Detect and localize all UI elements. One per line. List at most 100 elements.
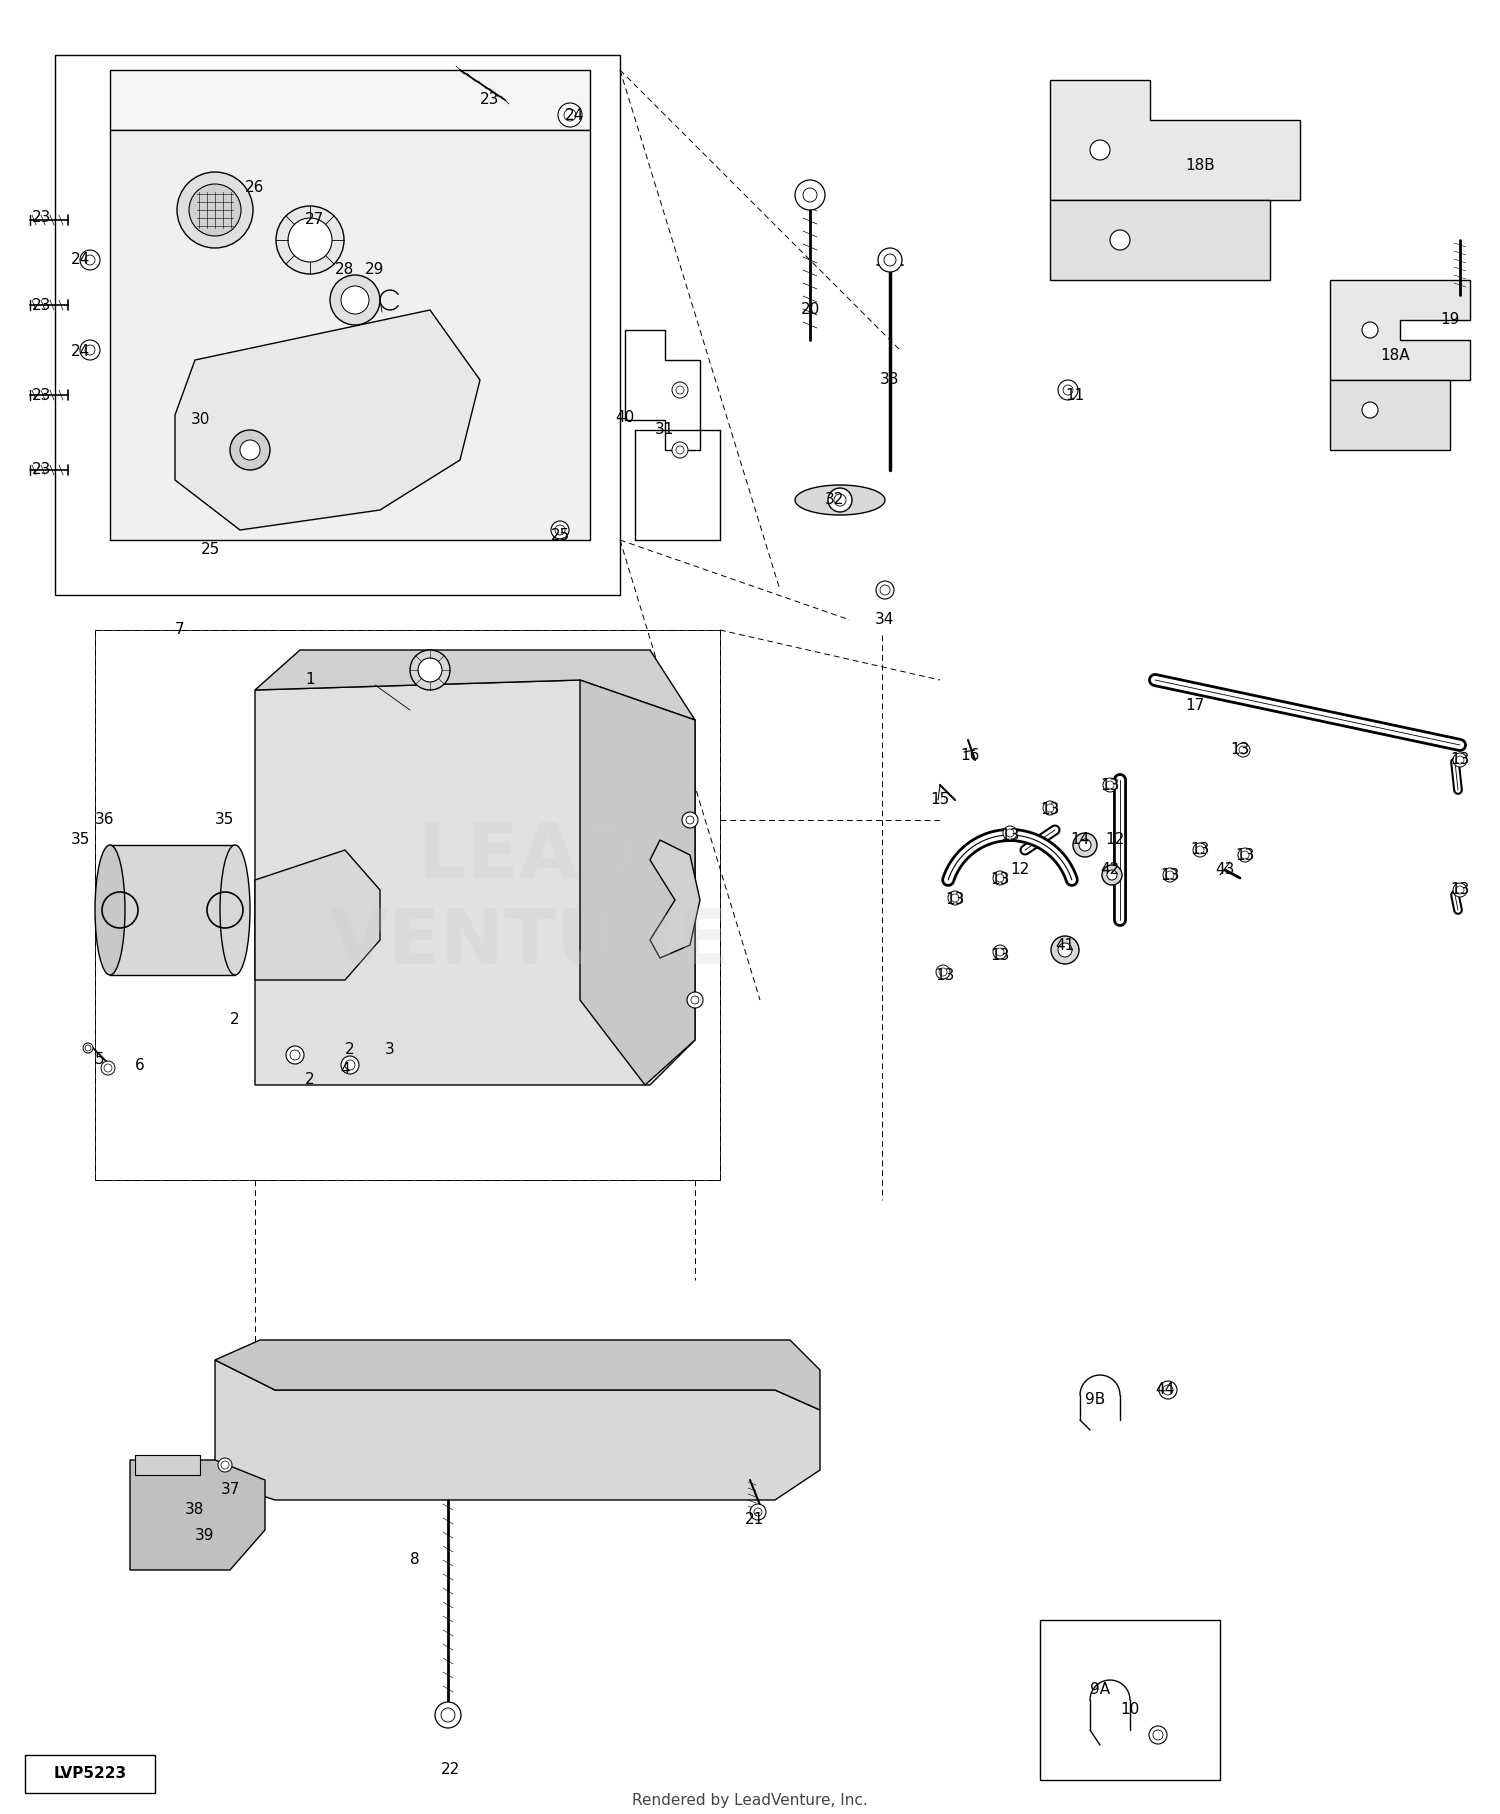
Text: 35: 35 — [216, 813, 234, 827]
Text: 24: 24 — [566, 107, 585, 123]
Text: 25: 25 — [550, 528, 570, 542]
Text: 13: 13 — [1191, 842, 1209, 858]
Circle shape — [996, 874, 1004, 882]
Circle shape — [936, 965, 950, 980]
Text: 9A: 9A — [1090, 1683, 1110, 1698]
Text: 44: 44 — [1155, 1382, 1174, 1397]
Circle shape — [1078, 840, 1090, 851]
Text: 12: 12 — [1011, 862, 1029, 878]
Text: 6: 6 — [135, 1058, 146, 1072]
Circle shape — [880, 584, 890, 595]
Circle shape — [558, 103, 582, 127]
Text: 31: 31 — [656, 423, 675, 437]
Text: 34: 34 — [876, 613, 894, 628]
Circle shape — [1239, 746, 1246, 755]
Circle shape — [687, 992, 703, 1009]
Circle shape — [288, 218, 332, 261]
Circle shape — [441, 1709, 454, 1721]
Text: 17: 17 — [1185, 698, 1204, 713]
Circle shape — [795, 180, 825, 210]
Circle shape — [1149, 1725, 1167, 1743]
Circle shape — [686, 816, 694, 824]
Circle shape — [1160, 1380, 1178, 1399]
Circle shape — [230, 430, 270, 470]
Text: Rendered by LeadVenture, Inc.: Rendered by LeadVenture, Inc. — [632, 1792, 868, 1807]
Text: 25: 25 — [201, 542, 219, 557]
Bar — [1040, 1620, 1220, 1780]
Circle shape — [1107, 871, 1118, 880]
Circle shape — [330, 276, 380, 325]
Ellipse shape — [795, 484, 885, 515]
Circle shape — [1454, 883, 1467, 896]
Circle shape — [1166, 871, 1174, 880]
Circle shape — [340, 1056, 358, 1074]
Circle shape — [996, 949, 1004, 956]
Circle shape — [564, 109, 576, 122]
Circle shape — [86, 256, 94, 265]
Text: 13: 13 — [1450, 882, 1470, 898]
Circle shape — [1004, 825, 1017, 840]
Circle shape — [189, 183, 242, 236]
Polygon shape — [176, 310, 480, 530]
Circle shape — [435, 1702, 460, 1729]
Text: 29: 29 — [366, 263, 384, 278]
Polygon shape — [130, 1460, 266, 1569]
Text: 2: 2 — [304, 1072, 315, 1088]
Text: 15: 15 — [930, 793, 950, 807]
Circle shape — [834, 493, 846, 506]
Text: 24: 24 — [70, 252, 90, 267]
Ellipse shape — [220, 845, 251, 974]
Circle shape — [1064, 385, 1072, 395]
Text: 13: 13 — [990, 947, 1010, 963]
Circle shape — [217, 1458, 232, 1471]
Text: 9B: 9B — [1084, 1393, 1106, 1408]
Circle shape — [345, 1059, 355, 1070]
Circle shape — [828, 488, 852, 512]
Circle shape — [1456, 756, 1464, 764]
Text: 23: 23 — [33, 209, 51, 225]
Circle shape — [676, 446, 684, 454]
Text: 18B: 18B — [1185, 158, 1215, 172]
Polygon shape — [214, 1360, 820, 1500]
Text: 2: 2 — [230, 1012, 240, 1027]
Circle shape — [1072, 833, 1096, 856]
Circle shape — [177, 172, 254, 249]
Circle shape — [410, 649, 450, 689]
Circle shape — [82, 1043, 93, 1052]
Text: 41: 41 — [1056, 938, 1074, 952]
Circle shape — [692, 996, 699, 1003]
Text: 38: 38 — [186, 1502, 204, 1518]
Polygon shape — [255, 680, 695, 1085]
Circle shape — [1106, 782, 1114, 789]
Circle shape — [1162, 1386, 1173, 1395]
Text: 13: 13 — [1450, 753, 1470, 767]
Text: 19: 19 — [1440, 312, 1460, 328]
Circle shape — [1046, 804, 1054, 813]
Ellipse shape — [94, 845, 124, 974]
Text: 23: 23 — [33, 388, 51, 403]
Polygon shape — [1050, 200, 1270, 279]
Circle shape — [939, 969, 946, 976]
Circle shape — [951, 894, 958, 902]
Text: 13: 13 — [1230, 742, 1250, 758]
Circle shape — [1362, 403, 1378, 417]
Polygon shape — [214, 1341, 820, 1409]
Circle shape — [1192, 844, 1208, 856]
Text: 14: 14 — [1071, 833, 1089, 847]
Text: 1: 1 — [304, 673, 315, 688]
Circle shape — [1042, 802, 1058, 814]
Circle shape — [86, 1045, 92, 1050]
Circle shape — [1362, 323, 1378, 337]
Text: 11: 11 — [1065, 388, 1084, 403]
Circle shape — [86, 345, 94, 356]
Circle shape — [1102, 778, 1118, 793]
Circle shape — [993, 871, 1006, 885]
Circle shape — [1058, 379, 1078, 401]
Text: 12: 12 — [1106, 833, 1125, 847]
Circle shape — [220, 1460, 230, 1469]
Circle shape — [1110, 230, 1130, 250]
Polygon shape — [1050, 80, 1300, 200]
Circle shape — [1052, 936, 1078, 963]
Circle shape — [672, 443, 688, 457]
Circle shape — [1196, 845, 1204, 854]
